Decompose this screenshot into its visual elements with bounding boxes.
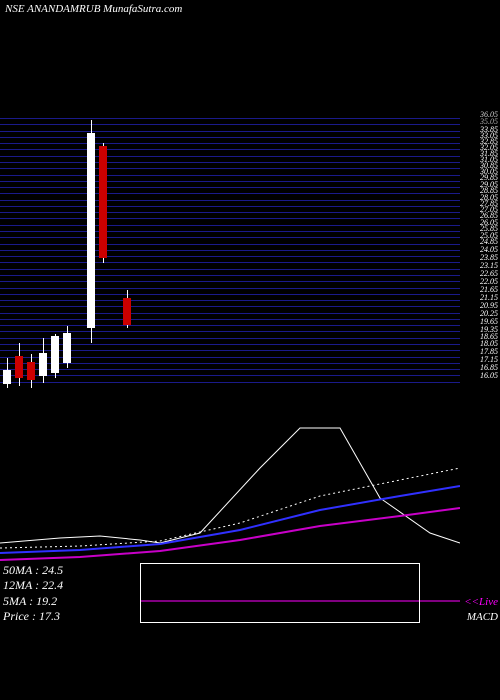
grid-line	[0, 118, 460, 119]
grid-line	[0, 269, 460, 270]
grid-line	[0, 156, 460, 157]
live-label: <<Live	[464, 596, 498, 608]
candle-body	[27, 362, 35, 380]
grid-line	[0, 288, 460, 289]
grid-line	[0, 218, 460, 219]
ma50-line	[0, 508, 460, 560]
grid-line	[0, 181, 460, 182]
grid-line	[0, 369, 460, 370]
candle-body	[123, 298, 131, 325]
candle-body	[39, 353, 47, 376]
candle-body	[51, 336, 59, 373]
grid-line	[0, 168, 460, 169]
candle-body	[15, 356, 23, 378]
indicator-label: MACD	[467, 611, 498, 623]
grid-line	[0, 187, 460, 188]
grid-line	[0, 256, 460, 257]
grid-line	[0, 162, 460, 163]
grid-line	[0, 275, 460, 276]
legend-ma5: 5MA : 19.2	[3, 594, 63, 610]
grid-line	[0, 237, 460, 238]
grid-line	[0, 300, 460, 301]
candle-body	[3, 370, 11, 384]
legend-price: Price : 17.3	[3, 609, 63, 625]
grid-line	[0, 306, 460, 307]
grid-line	[0, 225, 460, 226]
grid-line	[0, 250, 460, 251]
grid-line	[0, 375, 460, 376]
candle-body	[87, 133, 95, 328]
grid-line	[0, 313, 460, 314]
grid-line	[0, 382, 460, 383]
grid-line	[0, 231, 460, 232]
grid-line	[0, 200, 460, 201]
grid-line	[0, 363, 460, 364]
legend-box	[140, 563, 420, 623]
grid-line	[0, 175, 460, 176]
grid-line	[0, 143, 460, 144]
grid-line	[0, 124, 460, 125]
grid-line	[0, 319, 460, 320]
grid-line	[0, 137, 460, 138]
candle-body	[63, 333, 71, 363]
ma5-dotted	[0, 468, 460, 548]
y-axis-tick: 16.05	[480, 371, 498, 380]
price-panel: 36.0535.0533.8533.0532.8532.0531.8531.05…	[0, 18, 500, 388]
chart-title: NSE ANANDAMRUB MunafaSutra.com	[0, 0, 500, 18]
grid-line	[0, 281, 460, 282]
grid-line	[0, 193, 460, 194]
grid-line	[0, 294, 460, 295]
macd-panel: 50MA : 24.5 12MA : 22.4 5MA : 19.2 Price…	[0, 388, 500, 628]
grid-line	[0, 212, 460, 213]
legend: 50MA : 24.5 12MA : 22.4 5MA : 19.2 Price…	[3, 563, 63, 625]
grid-line	[0, 262, 460, 263]
grid-line	[0, 206, 460, 207]
legend-ma50: 50MA : 24.5	[3, 563, 63, 579]
candle-body	[99, 146, 107, 258]
grid-line	[0, 244, 460, 245]
legend-ma12: 12MA : 22.4	[3, 578, 63, 594]
grid-line	[0, 325, 460, 326]
grid-line	[0, 131, 460, 132]
ma12-line	[0, 486, 460, 553]
grid-line	[0, 149, 460, 150]
